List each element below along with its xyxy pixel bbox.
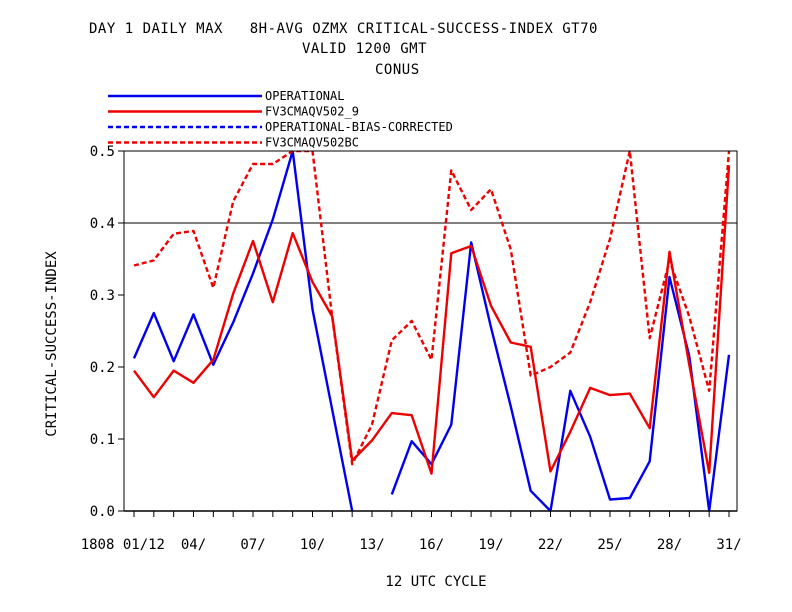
- x-tick-label: 28/: [657, 537, 682, 553]
- x-tick-label: 22/: [538, 537, 563, 553]
- plot-frame: [123, 150, 738, 512]
- y-tick-label: 0.4: [90, 216, 115, 232]
- legend: OPERATIONAL FV3CMAQV502_9OPERATIONAL-BIAS…: [108, 89, 453, 150]
- series-line-4: [133, 151, 731, 466]
- y-tick-label: 0.1: [90, 432, 115, 448]
- x-tick-label: 13/: [359, 537, 384, 553]
- series-line-2: [133, 165, 731, 475]
- y-tick-label: 0.2: [90, 360, 115, 376]
- x-tick-label: 07/: [240, 537, 265, 553]
- y-tick-label: 0.5: [90, 144, 115, 160]
- legend-label-2: FV3CMAQV502_9: [265, 105, 359, 119]
- legend-label-4: FV3CMAQV502BC: [265, 136, 359, 150]
- series-line-1: [132, 151, 354, 511]
- x-tick-label: 1808 01/12: [81, 537, 165, 553]
- legend-label-3: OPERATIONAL-BIAS-CORRECTED: [265, 120, 453, 134]
- chart-title-line1: DAY 1 DAILY MAX 8H-AVG OZMX CRITICAL-SUC…: [89, 21, 598, 37]
- x-tick-label: 16/: [419, 537, 444, 553]
- axes: 0.0 0.1 0.2 0.3 0.4 0.5 1808 01/12 04/07/10/13/…: [44, 144, 742, 590]
- chart-title-line2: VALID 1200 GMT: [302, 41, 428, 57]
- y-tick-label: 0.3: [90, 288, 115, 304]
- x-tick-label: 25/: [597, 537, 622, 553]
- x-tick-label: 19/: [478, 537, 503, 553]
- x-tick-label: 04/: [181, 537, 206, 553]
- y-axis-label: CRITICAL-SUCCESS-INDEX: [44, 251, 60, 437]
- series-lines: [132, 151, 731, 511]
- x-tick-label: 10/: [300, 537, 325, 553]
- chart-title-line3: CONUS: [375, 62, 420, 78]
- plot-border: [123, 150, 738, 512]
- x-axis-label: 12 UTC CYCLE: [385, 574, 486, 590]
- legend-label-1: OPERATIONAL: [265, 89, 344, 103]
- x-tick-label: 31/: [716, 537, 741, 553]
- y-tick-label: 0.0: [90, 504, 115, 520]
